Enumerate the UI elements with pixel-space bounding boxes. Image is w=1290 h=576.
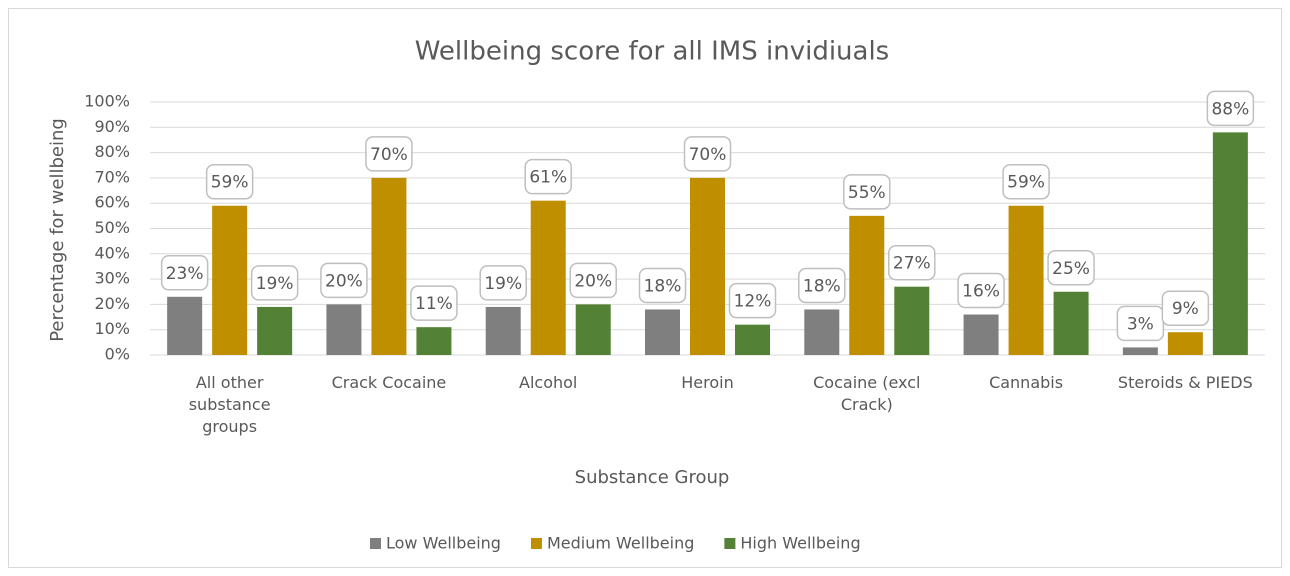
data-label-box [888,244,936,281]
bar [575,304,611,355]
x-tick-label: Cocaine (excl Crack) [813,373,921,414]
bar [735,324,770,355]
data-label: 12% [734,292,772,312]
bar [212,205,248,355]
bar [963,314,999,355]
data-label: 88% [1211,99,1249,119]
data-label: 55% [848,183,886,203]
data-label: 18% [644,276,682,296]
bar [371,177,407,355]
data-label-box [798,267,846,304]
y-axis-title: Percentage for wellbeing [47,118,68,342]
legend-swatch [370,538,381,549]
x-tick-label: All other substance groups [188,373,271,436]
bar [1212,132,1248,355]
data-label-box [205,163,254,200]
data-label: 16% [962,282,1000,302]
bar [1053,291,1089,355]
legend-label: High Wellbeing [740,534,860,553]
data-label-box [320,262,368,299]
data-label-box [683,136,732,172]
x-tick-label: Crack Cocaine [331,373,447,392]
data-label: 18% [803,276,841,296]
data-label-box [365,136,413,172]
bar [416,327,452,355]
data-label-box [479,265,527,301]
bar [485,306,521,355]
data-label: 19% [484,274,522,294]
bar [645,309,680,355]
data-label: 20% [574,271,612,291]
data-label-box [569,262,617,299]
bar [167,296,203,355]
data-label-box [250,265,299,301]
data-label: 61% [529,168,567,188]
y-tick-label: 10% [94,319,130,338]
data-label-box [957,272,1005,309]
y-tick-label: 100% [84,92,130,111]
data-label: 70% [689,145,727,165]
bar [257,306,293,355]
y-tick-label: 90% [94,117,130,136]
bar [894,286,930,355]
data-label: 70% [370,145,408,165]
data-label: 23% [166,264,204,284]
y-tick-label: 30% [94,269,130,288]
bar [530,200,566,355]
legend-swatch [724,538,736,549]
data-label: 59% [211,173,249,193]
data-label-box [410,285,458,321]
data-label-box [524,158,572,195]
data-label-box [638,267,687,304]
x-tick-label: Steroids & PIEDS [1117,373,1253,392]
y-tick-label: 40% [94,243,130,262]
chart-title: Wellbeing score for all IMS invidiuals [415,37,889,67]
data-label-box [1116,305,1165,342]
legend-label: Medium Wellbeing [547,534,694,553]
data-label: 3% [1127,314,1154,334]
data-label: 59% [1007,173,1045,193]
x-tick-label: Alcohol [519,373,578,392]
data-label: 9% [1172,299,1199,319]
bar [326,304,362,355]
data-label: 19% [256,274,294,294]
x-tick-label: Heroin [681,373,734,392]
y-tick-label: 60% [94,193,130,212]
data-label: 27% [893,254,931,274]
y-tick-label: 50% [94,218,130,237]
bar [1122,347,1158,355]
data-label: 11% [415,294,453,314]
bar [849,215,885,355]
y-tick-label: 0% [105,345,130,364]
data-label-box [1047,250,1095,286]
data-label-box [160,255,209,291]
bar [690,177,725,355]
bar [1008,205,1044,355]
data-label-box [1161,290,1210,326]
y-tick-label: 20% [94,294,130,313]
data-label: 20% [325,271,363,291]
bar [804,309,840,355]
x-axis-title: Substance Group [575,467,730,488]
data-label: 25% [1052,259,1090,279]
x-tick-label: Cannabis [989,373,1064,392]
legend-label: Low Wellbeing [386,534,501,553]
y-tick-label: 70% [94,167,130,186]
data-label-box [1002,163,1050,200]
y-tick-label: 80% [94,142,130,161]
legend-swatch [530,538,542,549]
data-label-box [843,174,891,210]
bar [1167,332,1203,355]
data-label-box [728,282,777,319]
data-label-box [1206,90,1255,127]
